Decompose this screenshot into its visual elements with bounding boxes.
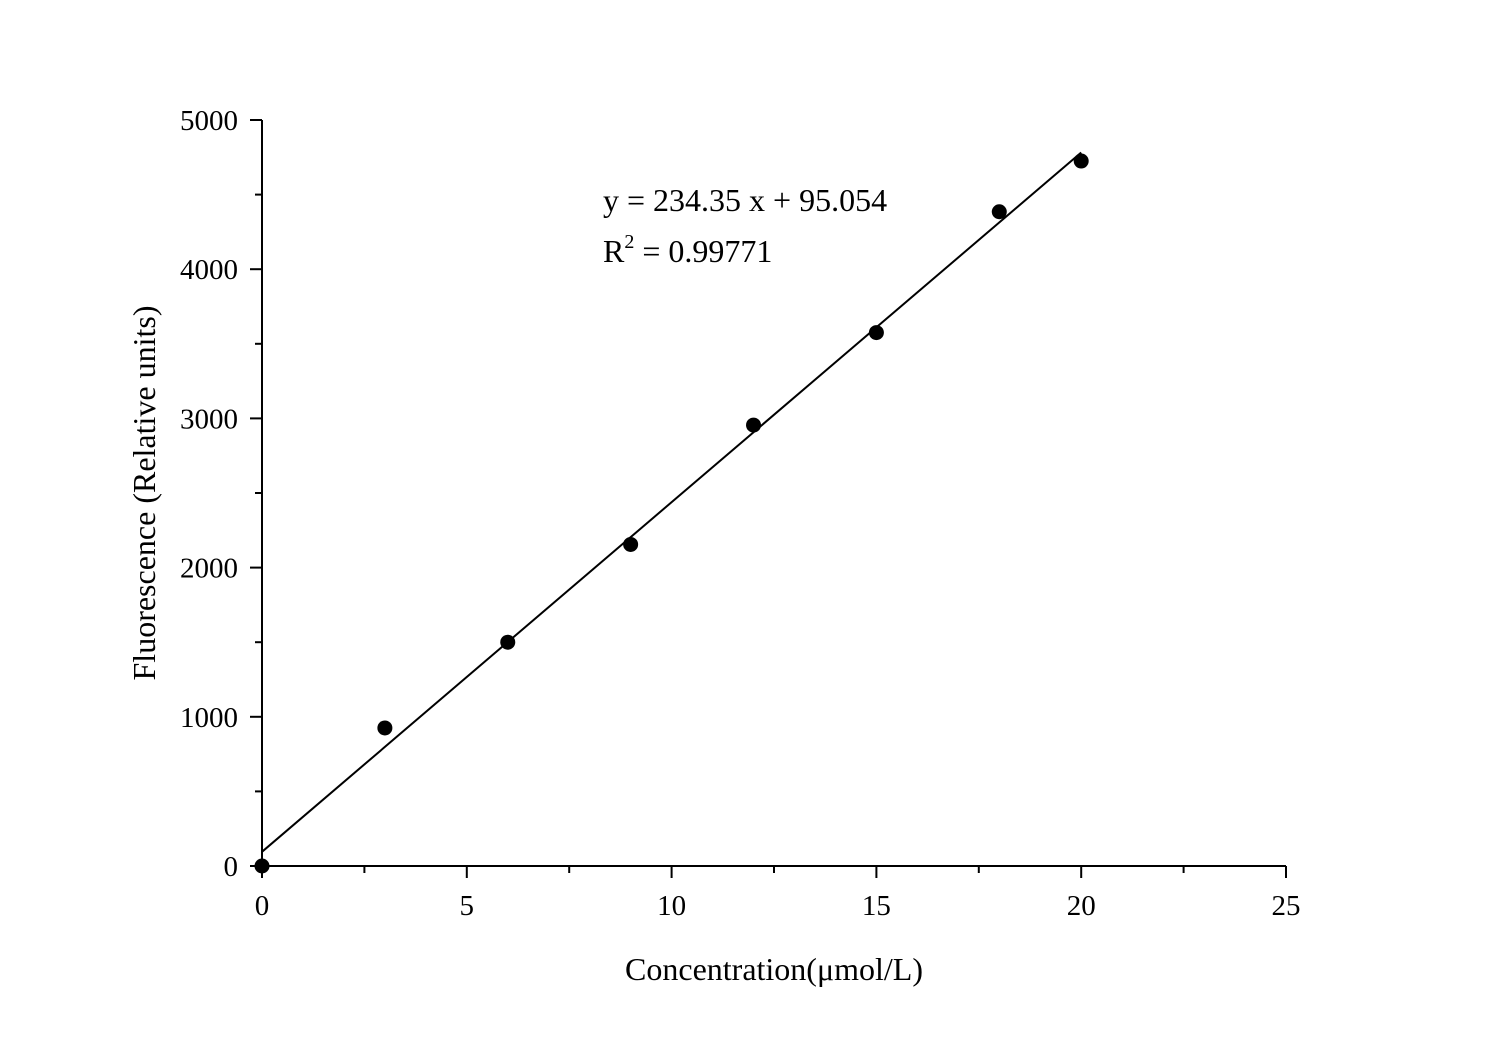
r-squared: R2 = 0.99771 [603, 231, 772, 269]
x-tick-label: 10 [657, 890, 686, 922]
y-tick-label: 4000 [180, 254, 238, 286]
r-squared-label: R [603, 233, 625, 269]
y-tick-label: 0 [224, 851, 239, 883]
data-point [254, 858, 270, 874]
y-tick-label: 3000 [180, 403, 238, 435]
data-point [623, 536, 639, 552]
y-axis-title: Fluorescence (Relative units) [126, 306, 162, 681]
data-point [500, 634, 516, 650]
x-axis-title: Concentration(μmol/L) [625, 951, 923, 987]
x-tick-label: 5 [460, 890, 475, 922]
data-point [868, 325, 884, 341]
y-tick-label: 1000 [180, 702, 238, 734]
r-squared-sup: 2 [624, 231, 634, 253]
r-squared-value: = 0.99771 [634, 233, 772, 269]
x-tick-label: 0 [255, 890, 270, 922]
data-point [991, 204, 1007, 220]
x-tick-label: 15 [862, 890, 891, 922]
x-tick-label: 25 [1272, 890, 1301, 922]
fit-equation: y = 234.35 x + 95.054 [603, 182, 887, 218]
y-tick-label: 5000 [180, 105, 238, 137]
fit-line [261, 151, 1082, 853]
fit-layer [261, 151, 1082, 853]
ticks-layer: 0 5 10 15 20 25 0 1000 2000 3000 4000 5000 [180, 105, 1301, 922]
y-tick-label: 2000 [180, 553, 238, 585]
data-point [1073, 153, 1089, 169]
points-layer [254, 153, 1089, 874]
x-tick-label: 20 [1067, 890, 1096, 922]
data-point [746, 417, 762, 433]
data-point [377, 720, 393, 736]
